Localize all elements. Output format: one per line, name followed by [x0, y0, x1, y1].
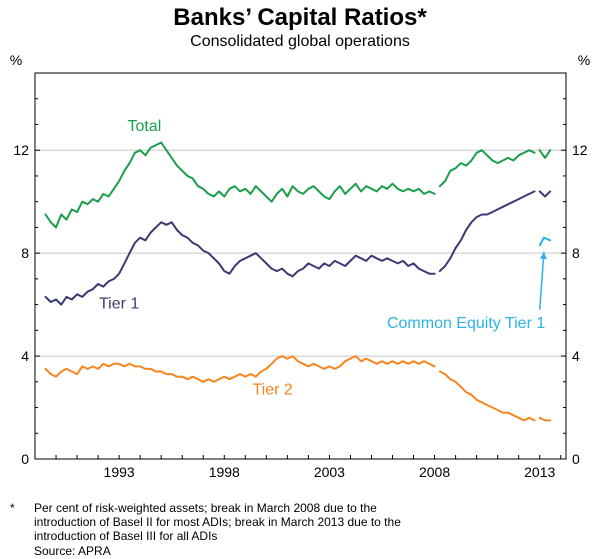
series-line-total [44, 141, 436, 229]
y-axis-label-left: 12 [13, 142, 29, 158]
series-line-tier-2 [538, 416, 552, 422]
series-line-tier-2 [44, 355, 436, 383]
x-axis-label: 1998 [209, 464, 240, 480]
x-axis-label: 1993 [104, 464, 135, 480]
chart-header: Banks’ Capital Ratios* Consolidated glob… [0, 0, 600, 51]
footnote-line-2: introduction of Basel II for most ADIs; … [34, 515, 401, 529]
y-unit-left: % [10, 52, 22, 68]
series-line-tier-1 [438, 190, 536, 273]
series-line-total [438, 149, 536, 188]
footnote: * Per cent of risk-weighted assets; brea… [10, 501, 592, 543]
y-unit-right: % [578, 52, 590, 68]
page-title: Banks’ Capital Ratios* [173, 4, 427, 31]
plot-border [34, 72, 567, 460]
series-line-tier-1 [44, 221, 436, 306]
capital-ratios-chart: Total Tier 1 Tier 2 0 0 4 4 8 8 12 12% % 1993 1998 200… [10, 52, 590, 480]
chart-subtitle: Consolidated global operations [190, 33, 410, 50]
y-axis-label-right: 8 [572, 245, 580, 261]
x-axis-label: 2003 [314, 464, 345, 480]
footnote-block: * Per cent of risk-weighted assets; brea… [0, 499, 600, 558]
y-axis-label-right: 4 [572, 348, 580, 364]
series-line-common-equity-tier-1 [538, 236, 552, 247]
footnote-line-3: introduction of Basel III for all ADIs [34, 529, 218, 543]
y-axis-label-left: 0 [21, 451, 29, 467]
source-text: Source: APRA [34, 544, 111, 558]
y-axis-label-left: 8 [21, 245, 29, 261]
series-label-tier-2: Tier 2 [252, 382, 292, 399]
x-axis-label: 2013 [524, 464, 555, 480]
footnote-text: Per cent of risk-weighted assets; break … [34, 501, 401, 543]
annotation-common-equity-tier-1: Common Equity Tier 1 [387, 315, 545, 332]
x-axis-label: 2008 [419, 464, 450, 480]
footnote-marker: * [10, 501, 15, 515]
series-label-total: Total [127, 118, 161, 135]
y-axis-label-left: 4 [21, 348, 29, 364]
y-axis-label-right: 0 [572, 451, 580, 467]
series-label-tier-1: Tier 1 [99, 295, 139, 312]
footnote-line-1: Per cent of risk-weighted assets; break … [34, 501, 377, 515]
series-line-tier-2 [438, 370, 536, 422]
y-axis-label-right: 12 [572, 142, 588, 158]
series-line-tier-1 [538, 190, 552, 198]
annotation-arrow [538, 251, 545, 310]
series-line-total [538, 149, 552, 159]
annotation-arrowhead [539, 251, 547, 260]
